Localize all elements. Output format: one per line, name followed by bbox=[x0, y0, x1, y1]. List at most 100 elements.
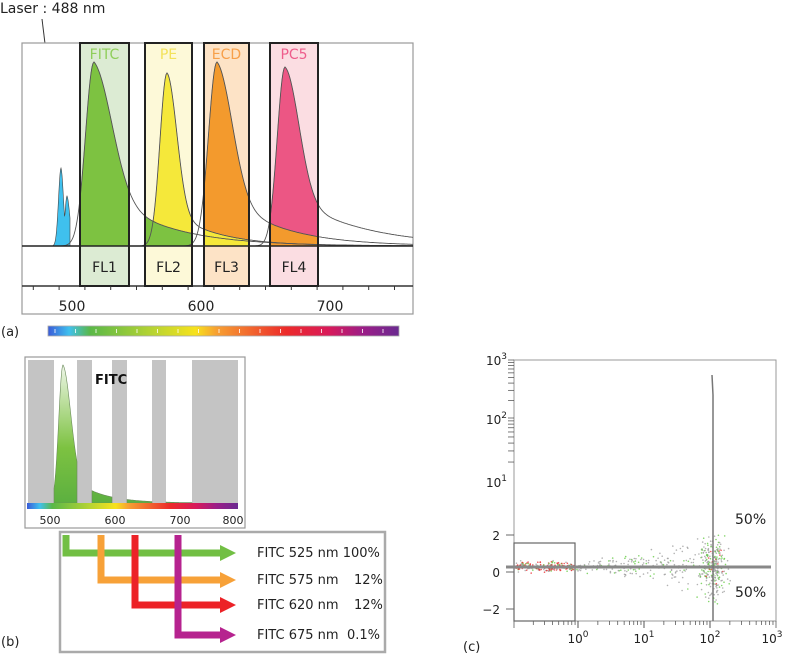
row-wavelength: 575 nm bbox=[289, 573, 339, 588]
scatter-point bbox=[563, 562, 565, 565]
scatter-point bbox=[557, 561, 560, 564]
scatter-point bbox=[720, 559, 723, 561]
scatter-point bbox=[633, 557, 636, 560]
scatter-point bbox=[535, 563, 537, 565]
scatter-point bbox=[673, 576, 676, 578]
scatter-point bbox=[550, 570, 552, 572]
scatter-point bbox=[608, 560, 610, 562]
scatter-point bbox=[694, 554, 696, 556]
scatter-point bbox=[706, 573, 709, 575]
scatter-point bbox=[630, 561, 633, 563]
scatter-point bbox=[717, 547, 719, 550]
scatter-point bbox=[666, 557, 669, 560]
row-dye: FITC bbox=[257, 573, 285, 588]
scatter-point bbox=[645, 560, 648, 562]
scatter-point bbox=[611, 557, 614, 559]
scatter-point bbox=[703, 550, 705, 552]
arrow-head-icon bbox=[220, 572, 236, 588]
scatter-point bbox=[710, 550, 712, 553]
scatter-point bbox=[548, 570, 550, 572]
scatter-point bbox=[609, 560, 611, 562]
scatter-point bbox=[715, 599, 717, 601]
y-tick-label: 103 bbox=[486, 352, 507, 368]
laser-peak bbox=[50, 166, 71, 246]
split-arrow-525nm bbox=[62, 535, 236, 561]
scatter-point bbox=[539, 563, 542, 566]
scatter-point bbox=[714, 555, 716, 558]
scatter-point bbox=[669, 559, 672, 562]
scatter-point bbox=[669, 571, 672, 573]
scatter-point bbox=[631, 559, 633, 562]
scatter-point bbox=[555, 569, 558, 571]
scatter-point bbox=[520, 562, 523, 565]
filter-band-fl4[interactable] bbox=[269, 42, 319, 287]
blocked-wavelength-band bbox=[28, 360, 54, 503]
scatter-point bbox=[717, 534, 720, 537]
scatter-point bbox=[627, 569, 630, 571]
scatter-point bbox=[719, 554, 721, 556]
row-dye: FITC bbox=[257, 598, 285, 613]
scatter-point bbox=[709, 557, 712, 560]
scatter-point bbox=[612, 559, 614, 562]
scatter-point bbox=[601, 557, 603, 559]
scatter-point bbox=[518, 568, 521, 570]
scatter-point bbox=[586, 572, 589, 575]
vertical-quadrant-line[interactable] bbox=[711, 374, 714, 621]
scatter-point bbox=[624, 575, 626, 578]
scatter-point bbox=[705, 579, 708, 582]
scatter-point bbox=[701, 573, 703, 575]
svg-text:FITC 675 nm0.1%: FITC 675 nm 0.1% bbox=[257, 628, 380, 643]
arrow-head-icon bbox=[220, 597, 236, 613]
scatter-point bbox=[524, 564, 526, 566]
filter-band-fl1[interactable] bbox=[79, 42, 130, 287]
scatter-point bbox=[704, 547, 707, 550]
scatter-point bbox=[702, 570, 705, 572]
scatter-point bbox=[708, 583, 710, 586]
scatter-point bbox=[661, 555, 663, 557]
detector-row: FITC 620 nm 12% bbox=[257, 598, 383, 613]
scatter-point bbox=[696, 583, 699, 586]
filter-band-fl3[interactable] bbox=[203, 42, 250, 287]
scatter-point bbox=[557, 564, 559, 566]
y-tick-label: 0 bbox=[492, 566, 500, 580]
scatter-point bbox=[519, 560, 522, 562]
scatter-point bbox=[624, 555, 627, 558]
scatter-point bbox=[718, 572, 720, 574]
scatter-point bbox=[718, 576, 721, 578]
scatter-point bbox=[624, 557, 626, 560]
scatter-point bbox=[515, 562, 518, 564]
scatter-point bbox=[617, 569, 620, 572]
x-tick-label: 100 bbox=[567, 630, 588, 646]
scatter-point bbox=[551, 561, 554, 563]
laser-label: Laser : 488 nm bbox=[0, 1, 105, 17]
scatter-point bbox=[674, 571, 677, 573]
scatter-point bbox=[593, 560, 595, 562]
scatter-point bbox=[614, 571, 617, 574]
fitc-emission-area bbox=[53, 364, 193, 504]
scatter-point bbox=[566, 562, 569, 565]
scatter-point bbox=[718, 546, 721, 548]
scatter-point bbox=[717, 593, 719, 596]
scatter-point bbox=[704, 596, 707, 598]
x-tick-label: 800 bbox=[223, 514, 244, 527]
scatter-point bbox=[527, 562, 529, 565]
scatter-point bbox=[707, 600, 710, 603]
scatter-point bbox=[716, 544, 719, 546]
scatter-point bbox=[709, 582, 711, 584]
filter-band-fl2[interactable] bbox=[144, 42, 193, 287]
scatter-point bbox=[570, 569, 573, 572]
scatter-point bbox=[663, 573, 666, 576]
scatter-point bbox=[707, 562, 710, 565]
scatter-point bbox=[685, 559, 688, 562]
scatter-point bbox=[627, 560, 630, 562]
row-wavelength: 675 nm bbox=[289, 628, 339, 643]
ecd-emission-curve bbox=[22, 61, 413, 246]
scatter-point bbox=[687, 588, 689, 590]
scatter-point bbox=[638, 568, 640, 570]
blocked-wavelength-band bbox=[192, 360, 238, 503]
scatter-point bbox=[683, 560, 685, 562]
scatter-point bbox=[717, 563, 719, 565]
scatter-point bbox=[521, 563, 524, 566]
pc5-emission-curve bbox=[22, 66, 413, 246]
